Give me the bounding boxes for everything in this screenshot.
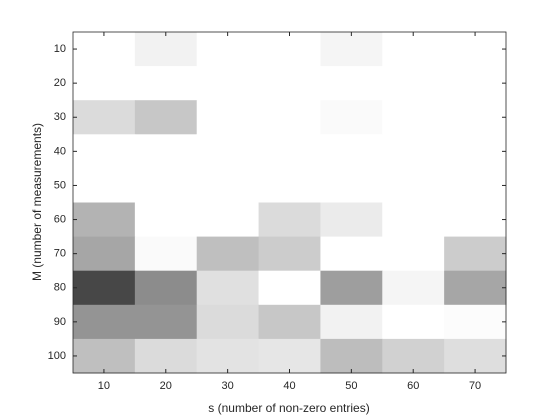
heatmap-cell (134, 134, 198, 169)
heatmap-cell (444, 32, 507, 67)
heatmap-cell (258, 338, 321, 374)
heatmap-cell (320, 134, 383, 169)
y-tick-label: 100 (48, 350, 66, 362)
heatmap-cell (258, 32, 321, 67)
heatmap-cell (382, 134, 445, 169)
heatmap-cell (73, 270, 136, 306)
heatmap-cell (73, 304, 136, 340)
heatmap-cell (444, 270, 507, 306)
heatmap-cell (444, 168, 507, 203)
heatmap-cell (444, 66, 507, 101)
heatmap-cell (382, 168, 445, 203)
heatmap-cell (258, 236, 321, 272)
y-tick-label: 30 (54, 111, 66, 123)
heatmap-cell (196, 100, 260, 135)
heatmap-cell (134, 338, 198, 374)
heatmap-cell (196, 134, 260, 169)
heatmap-cell (320, 270, 383, 306)
y-axis-label: M (number of measurements) (30, 123, 44, 281)
heatmap-cell (134, 304, 198, 340)
y-tick-label: 80 (54, 282, 66, 294)
x-tick-label: 30 (222, 380, 234, 392)
heatmap-cell (73, 32, 136, 67)
heatmap-cell (320, 304, 383, 340)
y-tick-label: 60 (54, 213, 66, 225)
heatmap-cell (134, 66, 198, 101)
heatmap-cell (444, 236, 507, 272)
heatmap-cell (258, 304, 321, 340)
heatmap-cell (320, 32, 383, 67)
heatmap-cell (73, 66, 136, 101)
heatmap-cell (258, 168, 321, 203)
heatmap-cell (444, 304, 507, 340)
x-tick-label: 50 (345, 380, 357, 392)
y-tick-label: 20 (54, 77, 66, 89)
heatmap-cell (196, 338, 260, 374)
heatmap-cell (258, 202, 321, 238)
heatmap-cell (196, 202, 260, 238)
heatmap-cell (320, 66, 383, 101)
y-tick-label: 90 (54, 316, 66, 328)
heatmap-cell (444, 134, 507, 169)
heatmap-cell (73, 100, 136, 135)
heatmap-cell (382, 202, 445, 238)
heatmap-cell (320, 202, 383, 238)
heatmap-cell (196, 304, 260, 340)
heatmap-cell (134, 100, 198, 135)
heatmap-cell (73, 338, 136, 374)
heatmap-cell (258, 270, 321, 306)
heatmap-cell (196, 270, 260, 306)
heatmap-cell (196, 66, 260, 101)
heatmap-cell (134, 236, 198, 272)
x-tick-label: 70 (469, 380, 481, 392)
heatmap-cell (196, 32, 260, 67)
heatmap-cell (382, 32, 445, 67)
x-tick-label: 10 (98, 380, 110, 392)
y-tick-label: 70 (54, 248, 66, 260)
y-tick-label: 10 (54, 43, 66, 55)
heatmap-cell (320, 236, 383, 272)
heatmap-cell (382, 338, 445, 374)
y-tick-label: 40 (54, 145, 66, 157)
heatmap-cell (258, 66, 321, 101)
heatmap-cell (73, 134, 136, 169)
heatmap-cell (444, 338, 507, 374)
heatmap-cell (444, 100, 507, 135)
heatmap-cell (196, 236, 260, 272)
heatmap-cell (196, 168, 260, 203)
heatmap-cell (73, 168, 136, 203)
heatmap-cell (258, 134, 321, 169)
x-tick-label: 60 (407, 380, 419, 392)
heatmap-cell (320, 338, 383, 374)
heatmap-cell (134, 168, 198, 203)
heatmap-cell (258, 100, 321, 135)
heatmap-cell (382, 270, 445, 306)
heatmap-cell (134, 32, 198, 67)
heatmap-cell (382, 66, 445, 101)
x-tick-label: 40 (283, 380, 295, 392)
heatmap-cell (382, 236, 445, 272)
heatmap-cell (320, 168, 383, 203)
heatmap-cell (320, 100, 383, 135)
heatmap-cell (134, 270, 198, 306)
x-tick-label: 20 (160, 380, 172, 392)
y-tick-label: 50 (54, 179, 66, 191)
heatmap-cell (134, 202, 198, 238)
heatmap-cell (73, 236, 136, 272)
heatmap-cell (382, 304, 445, 340)
heatmap-cell (382, 100, 445, 135)
x-axis-label: s (number of non-zero entries) (208, 401, 369, 415)
heatmap-cell (73, 202, 136, 238)
heatmap-cell (444, 202, 507, 238)
